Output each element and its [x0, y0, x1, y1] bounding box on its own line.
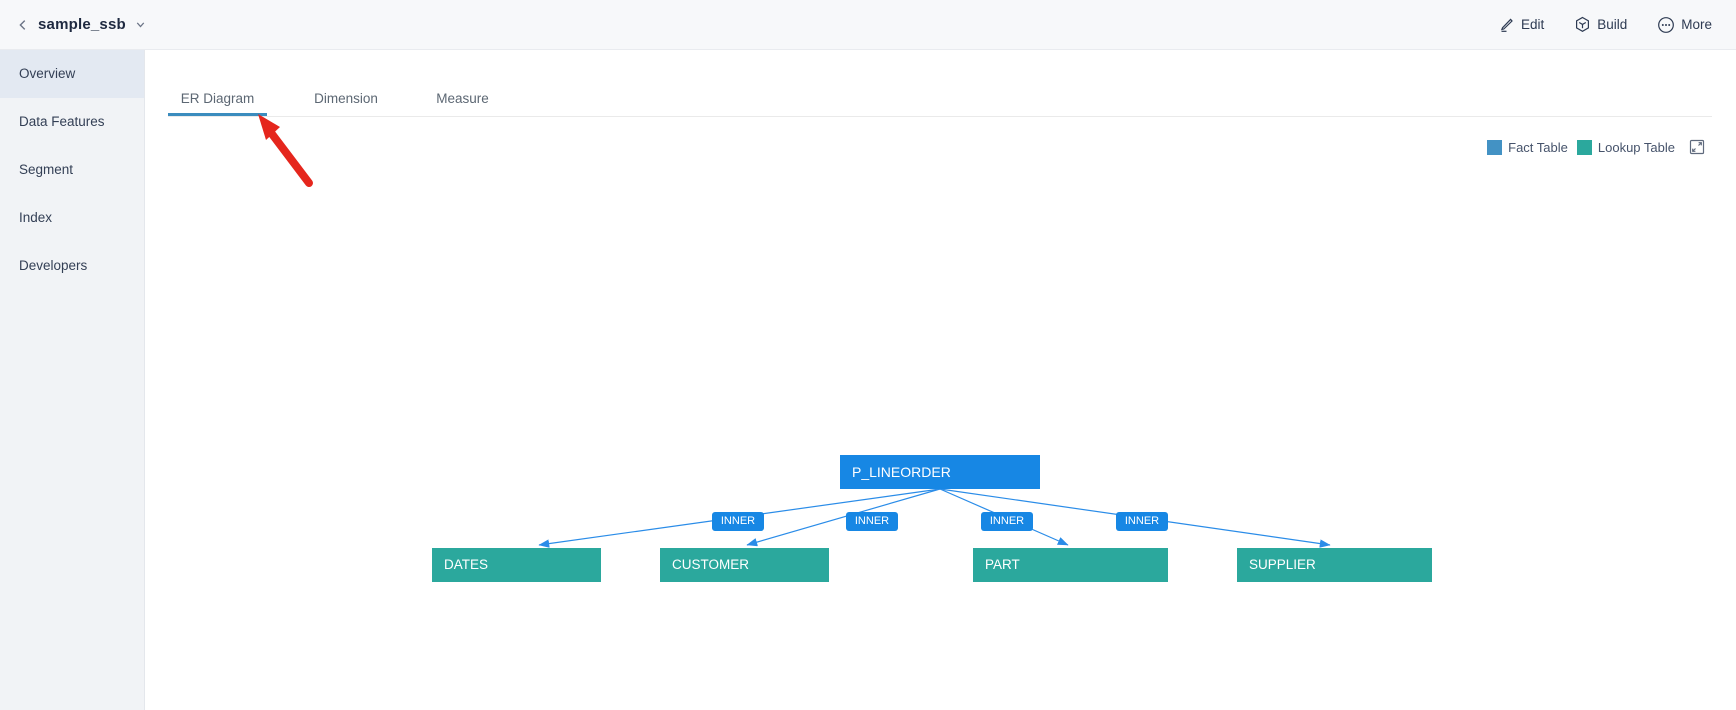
- edit-button[interactable]: Edit: [1498, 16, 1544, 33]
- lookup-table-name: DATES: [444, 557, 489, 572]
- sidebar-item-overview[interactable]: Overview: [0, 50, 144, 98]
- sidebar-item-segment[interactable]: Segment: [19, 162, 74, 177]
- lookup-table-name: SUPPLIER: [1249, 557, 1316, 572]
- legend-lookup: Lookup Table: [1576, 139, 1675, 155]
- fact-table-swatch: [1487, 139, 1503, 155]
- lookup-table-legend-label: Lookup Table: [1597, 139, 1675, 155]
- lookup-table-node-part[interactable]: PART: [973, 548, 1168, 582]
- join-type-badge[interactable]: INNER: [981, 512, 1033, 531]
- lookup-table-name: CUSTOMER: [672, 557, 750, 572]
- model-header: sample_ssb: [16, 16, 147, 33]
- sidebar-nav: Overview Data Features Segment Index Dev…: [0, 50, 145, 710]
- join-links: [538, 488, 1331, 548]
- more-circle-icon: [1657, 16, 1675, 34]
- pencil-icon: [1498, 16, 1515, 33]
- tab-er-diagram[interactable]: ER Diagram: [168, 82, 267, 116]
- fact-table-legend-label: Fact Table: [1508, 139, 1568, 155]
- build-hexagon-icon: [1574, 16, 1591, 33]
- sidebar-item-developers[interactable]: Developers: [19, 258, 88, 273]
- active-tab-underline: [168, 113, 267, 116]
- lookup-table-name: PART: [985, 557, 1020, 572]
- legend-fact: Fact Table: [1487, 139, 1568, 155]
- fact-table-name: P_LINEORDER: [852, 464, 951, 480]
- more-button[interactable]: More: [1657, 16, 1712, 34]
- tab-measure[interactable]: Measure: [424, 82, 501, 116]
- join-link-customer: [746, 488, 941, 547]
- sidebar-item-data-features[interactable]: Data Features: [19, 114, 105, 129]
- top-bar: sample_ssb Edit Build: [0, 0, 1736, 50]
- er-legend: Fact Table Lookup Table: [1487, 138, 1706, 156]
- lookup-table-node-customer[interactable]: CUSTOMER: [660, 548, 829, 582]
- join-type-badge[interactable]: INNER: [1116, 512, 1168, 531]
- join-type-badge[interactable]: INNER: [846, 512, 898, 531]
- tab-dimension-label: Dimension: [314, 91, 378, 106]
- join-type-badge[interactable]: INNER: [712, 512, 764, 531]
- fact-table-node[interactable]: P_LINEORDER: [840, 455, 1040, 489]
- red-arrow-annotation: [258, 114, 313, 187]
- header-actions: Edit Build More: [1498, 16, 1712, 34]
- fullscreen-expand-icon[interactable]: [1688, 138, 1706, 156]
- tabbar-divider: [168, 116, 1712, 117]
- lookup-table-swatch: [1576, 139, 1592, 155]
- back-icon[interactable]: [16, 18, 30, 32]
- tab-er-diagram-label: ER Diagram: [180, 91, 255, 106]
- build-button-label: Build: [1597, 17, 1628, 32]
- edit-button-label: Edit: [1520, 17, 1545, 32]
- more-button-label: More: [1681, 17, 1712, 32]
- build-button[interactable]: Build: [1574, 16, 1627, 33]
- sidebar-item-index[interactable]: Index: [19, 210, 53, 225]
- lookup-table-node-dates[interactable]: DATES: [432, 548, 601, 582]
- chevron-down-icon[interactable]: [134, 18, 147, 31]
- page-title: sample_ssb: [38, 16, 126, 33]
- tab-measure-label: Measure: [436, 91, 489, 106]
- lookup-table-node-supplier[interactable]: SUPPLIER: [1237, 548, 1432, 582]
- tab-dimension[interactable]: Dimension: [301, 82, 391, 116]
